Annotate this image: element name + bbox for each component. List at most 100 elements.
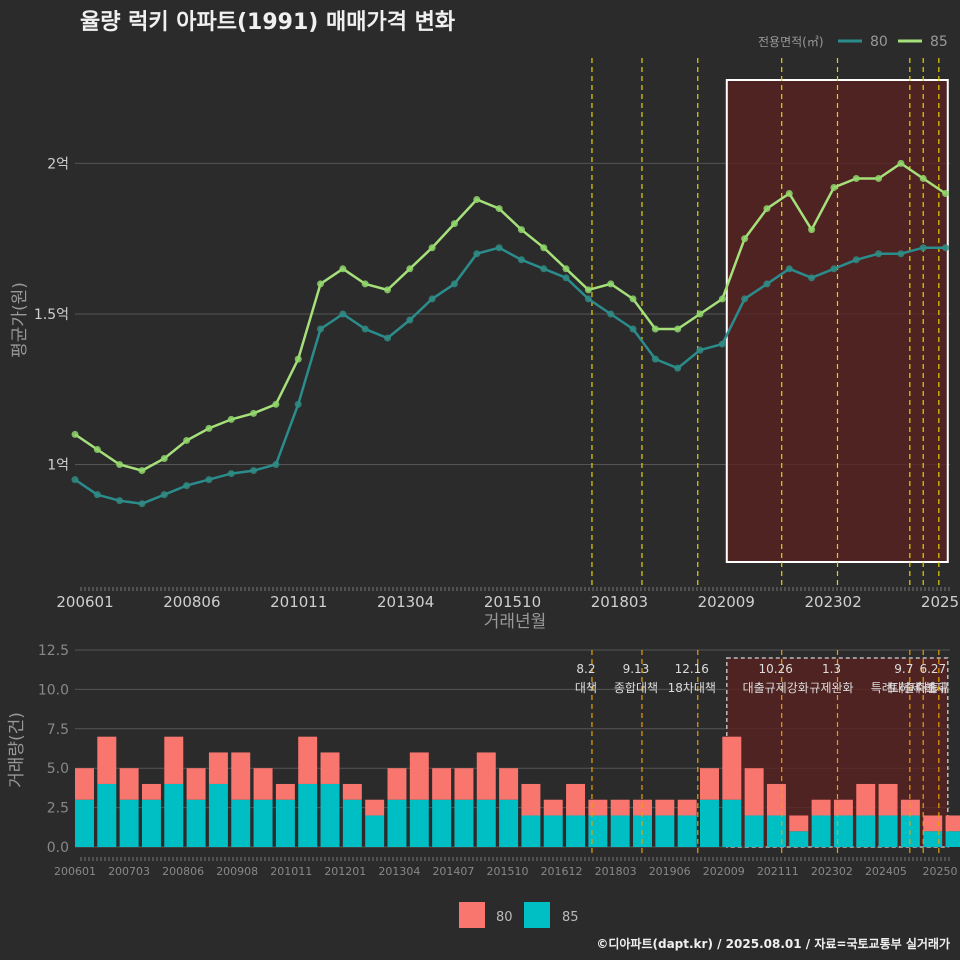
bar-x-tick-label-5: 201201 bbox=[324, 865, 366, 878]
bar-x-tick-label-3: 200908 bbox=[216, 865, 258, 878]
series-point-80 bbox=[450, 280, 458, 288]
bar-85 bbox=[610, 815, 630, 847]
bar-x-tick-label-1: 200703 bbox=[108, 865, 150, 878]
series-point-80 bbox=[93, 491, 101, 499]
series-point-80 bbox=[718, 340, 726, 348]
bar-85 bbox=[186, 799, 206, 847]
bar-80 bbox=[231, 752, 251, 800]
series-point-85 bbox=[763, 205, 771, 213]
annotation-date-4: 1.3 bbox=[822, 662, 841, 676]
series-point-80 bbox=[763, 280, 771, 288]
bar-80 bbox=[677, 799, 697, 816]
series-point-85 bbox=[250, 409, 258, 417]
bar-x-tick-label-12: 202009 bbox=[703, 865, 745, 878]
bar-x-tick-label-9: 201612 bbox=[541, 865, 583, 878]
series-point-85 bbox=[741, 235, 749, 243]
series-point-85 bbox=[450, 220, 458, 228]
bar-80 bbox=[119, 768, 139, 800]
series-point-80 bbox=[406, 316, 414, 324]
bar-y-tick-label-0: 0.0 bbox=[47, 840, 69, 856]
series-point-85 bbox=[830, 183, 838, 191]
bar-85 bbox=[320, 783, 340, 847]
series-point-85 bbox=[808, 226, 816, 234]
series-point-80 bbox=[116, 497, 124, 505]
series-point-80 bbox=[272, 461, 280, 469]
series-point-80 bbox=[361, 325, 369, 333]
bar-85 bbox=[499, 799, 519, 847]
legend-title: 전용면적(㎡) bbox=[758, 35, 824, 49]
series-point-85 bbox=[495, 205, 503, 213]
annotation-date-5: 9.7 bbox=[894, 662, 913, 676]
series-point-80 bbox=[808, 274, 816, 282]
bar-y-tick-label-3: 7.5 bbox=[47, 722, 69, 738]
bar-85 bbox=[208, 783, 228, 847]
bar-85 bbox=[722, 799, 742, 847]
bar-y-tick-label-5: 12.5 bbox=[38, 643, 69, 659]
bar-80 bbox=[566, 783, 586, 816]
bar-85 bbox=[588, 815, 608, 847]
bar-85 bbox=[75, 799, 94, 847]
bar-80 bbox=[811, 799, 831, 816]
bar-80 bbox=[923, 815, 943, 832]
series-point-85 bbox=[584, 286, 592, 294]
y-axis-title: 평균가(원) bbox=[10, 282, 30, 358]
bar-x-tick-label-13: 202111 bbox=[757, 865, 799, 878]
series-point-85 bbox=[562, 265, 570, 273]
bar-80 bbox=[208, 752, 228, 784]
x-tick-label-2: 201011 bbox=[270, 593, 327, 611]
series-point-80 bbox=[428, 295, 436, 303]
bar-legend-label-80: 80 bbox=[496, 910, 513, 925]
annotation-date-1: 9.13 bbox=[623, 662, 650, 676]
bar-x-tick-label-15: 202405 bbox=[865, 865, 907, 878]
series-point-80 bbox=[473, 250, 481, 258]
series-point-85 bbox=[93, 445, 101, 453]
bar-80 bbox=[878, 783, 898, 816]
bar-80 bbox=[789, 815, 809, 832]
series-point-85 bbox=[718, 295, 726, 303]
series-point-80 bbox=[741, 295, 749, 303]
bar-80 bbox=[164, 736, 184, 784]
annotation-label-3: 대출규제강화 bbox=[743, 681, 809, 695]
series-point-80 bbox=[651, 355, 659, 363]
series-point-80 bbox=[540, 265, 548, 273]
bar-80 bbox=[543, 799, 563, 816]
bar-80 bbox=[186, 768, 206, 800]
x-axis-title: 거래년월 bbox=[484, 612, 547, 632]
bar-x-tick-label-8: 201510 bbox=[487, 865, 529, 878]
annotation-label-0: 대책 bbox=[575, 680, 597, 695]
series-point-85 bbox=[919, 174, 927, 182]
bar-80 bbox=[856, 783, 876, 816]
legend-swatch-80 bbox=[459, 902, 485, 928]
series-point-85 bbox=[897, 159, 905, 167]
bar-x-tick-label-4: 201011 bbox=[270, 865, 312, 878]
series-point-85 bbox=[517, 226, 525, 234]
series-point-85 bbox=[852, 174, 860, 182]
series-point-80 bbox=[942, 244, 950, 252]
annotation-label-1: 종합대책 bbox=[614, 680, 658, 695]
bar-85 bbox=[655, 815, 675, 847]
series-point-80 bbox=[384, 334, 391, 342]
bar-85 bbox=[700, 799, 719, 847]
series-point-80 bbox=[830, 265, 838, 273]
bar-x-tick-label-7: 201407 bbox=[432, 865, 474, 878]
x-tick-label-4: 201510 bbox=[484, 593, 541, 611]
annotation-date-7: 6.27 bbox=[919, 662, 946, 676]
bar-85 bbox=[833, 815, 853, 847]
series-point-85 bbox=[473, 196, 481, 204]
bar-80 bbox=[766, 783, 786, 816]
page-title: 율량 럭키 아파트(1991) 매매가격 변화 bbox=[80, 10, 456, 35]
series-point-85 bbox=[942, 190, 950, 198]
bar-85 bbox=[97, 783, 117, 847]
series-point-80 bbox=[339, 310, 347, 318]
bar-80 bbox=[588, 799, 608, 816]
y-tick-label-0: 1억 bbox=[47, 458, 69, 474]
bar-85 bbox=[119, 799, 139, 847]
annotation-date-0: 8.2 bbox=[576, 662, 595, 676]
series-point-85 bbox=[339, 265, 347, 273]
bar-80 bbox=[655, 799, 675, 816]
bar-80 bbox=[387, 768, 407, 800]
bar-85 bbox=[432, 799, 452, 847]
series-point-85 bbox=[294, 355, 302, 363]
bar-80 bbox=[499, 768, 519, 800]
series-point-80 bbox=[629, 325, 637, 333]
